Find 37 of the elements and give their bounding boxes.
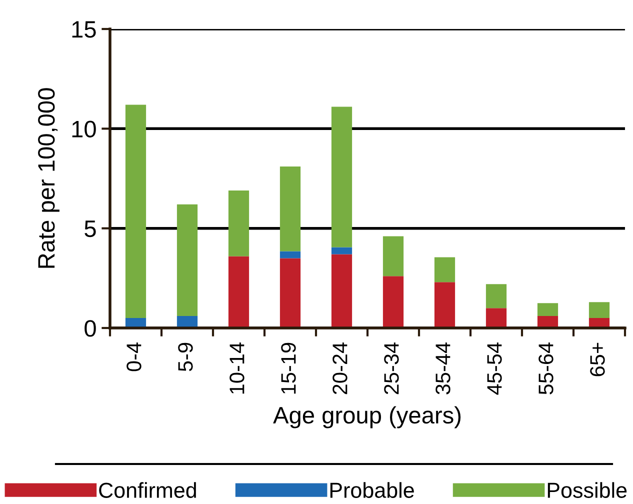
- x-tick-label: 10-14: [230, 342, 244, 394]
- bar: [280, 166, 301, 252]
- x-tick-label: 15-19: [281, 342, 296, 394]
- x-tick-label: 55-64: [538, 342, 554, 394]
- legend-label: Confirmed: [99, 482, 196, 498]
- x-tick-label: 20-24: [332, 342, 348, 394]
- x-tick-label: 35-44: [436, 342, 450, 394]
- bar: [228, 190, 250, 256]
- bar: [537, 303, 558, 316]
- bar: [486, 284, 507, 308]
- bar: [434, 257, 456, 282]
- x-tick-label: 5-9: [178, 342, 193, 372]
- x-axis-title: Age group (years): [273, 406, 461, 428]
- legend-label: Possible: [548, 482, 627, 498]
- bar: [588, 302, 610, 318]
- bar: [280, 251, 301, 258]
- x-tick-label: 65+: [590, 342, 605, 376]
- y-tick-label: 5: [84, 220, 96, 238]
- y-tick-label: 10: [72, 120, 96, 138]
- x-tick-label: 25-34: [384, 342, 399, 394]
- bar: [228, 256, 250, 328]
- bar: [331, 106, 352, 248]
- y-tick-label: 15: [72, 21, 96, 38]
- bar: [331, 254, 352, 328]
- y-axis-title: Rate per 100,000: [38, 88, 60, 268]
- bar: [176, 204, 198, 316]
- x-tick-label: 0-4: [126, 342, 142, 372]
- legend-label: Probable: [330, 482, 414, 498]
- bar: [382, 236, 404, 276]
- bar: [125, 104, 146, 318]
- bar: [331, 247, 352, 254]
- bar: [280, 258, 301, 328]
- bar: [486, 308, 507, 328]
- bar: [382, 276, 404, 328]
- bar: [434, 282, 456, 328]
- y-tick-label: 0: [84, 320, 96, 337]
- x-tick-label: 45-54: [487, 342, 502, 395]
